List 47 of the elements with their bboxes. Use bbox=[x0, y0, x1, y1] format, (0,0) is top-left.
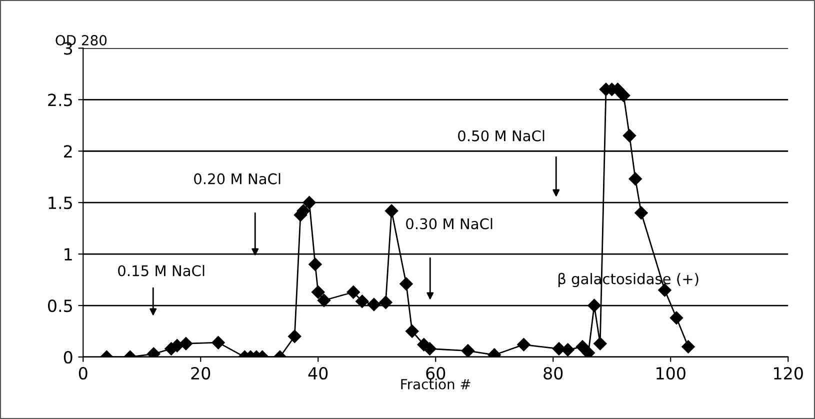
y-tick-label: 0 bbox=[64, 350, 72, 364]
annotation: 0.30 M NaCl bbox=[406, 218, 492, 230]
point bbox=[179, 337, 193, 350]
point bbox=[461, 344, 475, 357]
x-tick-label: 120 bbox=[774, 367, 803, 380]
point bbox=[594, 337, 607, 350]
y-tick-label: 1.5 bbox=[48, 196, 72, 210]
point bbox=[288, 330, 302, 343]
point bbox=[423, 342, 436, 356]
point bbox=[628, 172, 642, 186]
point bbox=[622, 129, 636, 142]
point bbox=[517, 338, 530, 352]
x-tick-label: 0 bbox=[78, 367, 88, 380]
point bbox=[576, 340, 590, 354]
point bbox=[312, 286, 325, 299]
x-tick-label: 40 bbox=[308, 367, 328, 380]
point bbox=[379, 296, 392, 310]
point bbox=[384, 204, 398, 218]
point bbox=[670, 311, 684, 324]
point bbox=[617, 88, 630, 102]
point bbox=[317, 294, 331, 307]
point bbox=[367, 298, 381, 312]
x-tick-label: 20 bbox=[191, 367, 210, 380]
point bbox=[308, 258, 322, 271]
point bbox=[356, 294, 369, 308]
y-tick-label: 2 bbox=[64, 145, 72, 158]
point bbox=[302, 196, 316, 210]
point bbox=[561, 343, 574, 356]
point bbox=[588, 298, 601, 312]
point bbox=[634, 206, 648, 220]
annotation: 0.20 M NaCl bbox=[194, 173, 280, 184]
annotation: 0.50 M NaCl bbox=[458, 130, 544, 142]
point bbox=[212, 336, 225, 350]
y-tick-label: 2.5 bbox=[48, 94, 72, 106]
y-tick-label: 1 bbox=[64, 248, 72, 260]
point bbox=[582, 346, 595, 357]
point bbox=[406, 324, 419, 338]
y-tick-label: 0.5 bbox=[48, 299, 72, 312]
x-tick-label: 60 bbox=[426, 367, 446, 380]
x-axis-title: Fraction # bbox=[401, 378, 470, 390]
x-tick-label: 100 bbox=[656, 367, 686, 380]
annotation: 0.15 M NaCl bbox=[118, 264, 204, 276]
point bbox=[400, 277, 413, 290]
x-tick-label: 80 bbox=[544, 367, 563, 380]
point bbox=[170, 339, 184, 352]
point bbox=[682, 340, 695, 354]
point bbox=[346, 286, 360, 299]
